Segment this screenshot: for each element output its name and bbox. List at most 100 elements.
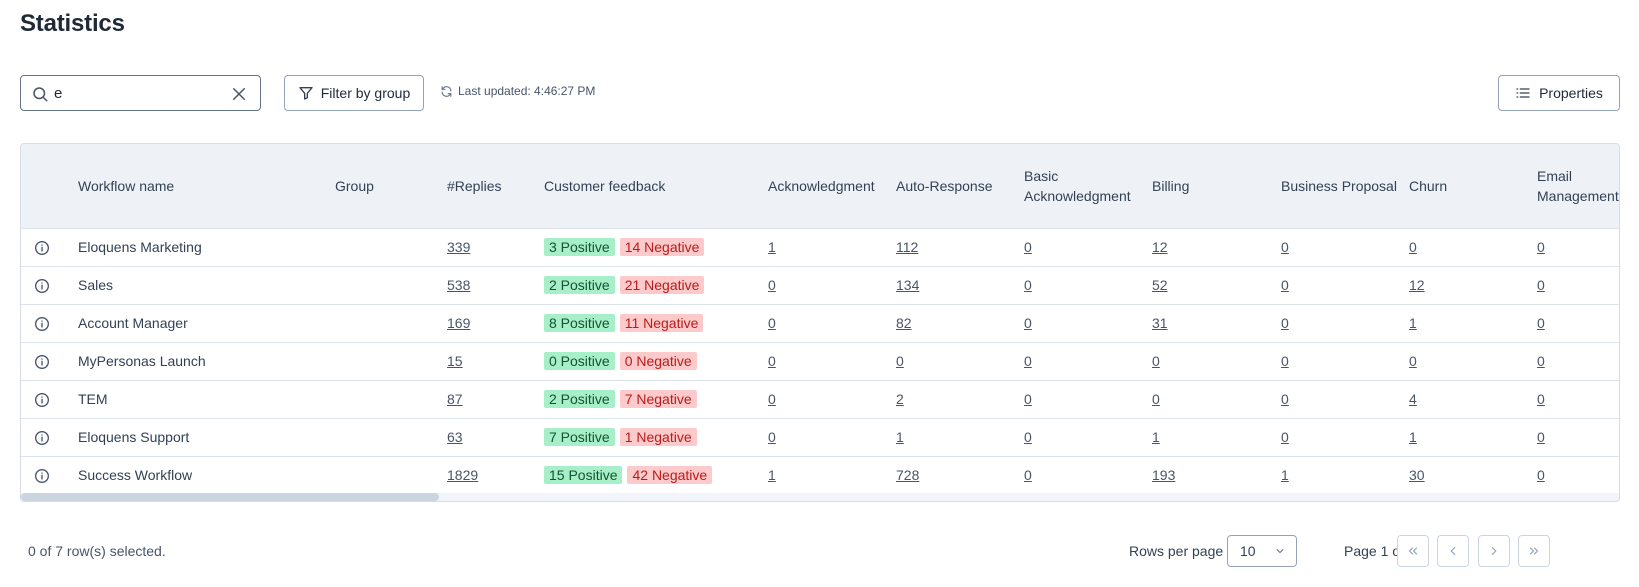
replies-link[interactable]: 538 [447,277,471,293]
business-proposal-link[interactable]: 1 [1281,467,1289,484]
header-acknowledgment[interactable]: Acknowledgment [768,177,875,194]
toolbar: Filter by group Last updated: 4:46:27 PM… [20,75,1620,111]
auto-response-link[interactable]: 0 [896,353,904,369]
email-management-link[interactable]: 0 [1537,277,1545,293]
info-icon[interactable] [34,354,50,370]
properties-button[interactable]: Properties [1498,75,1620,111]
acknowledgment-link[interactable]: 0 [768,391,776,407]
replies-link[interactable]: 339 [447,239,471,255]
replies-cell: 63 [447,418,544,456]
basic-acknowledgment-link[interactable]: 0 [1024,277,1032,293]
acknowledgment-link[interactable]: 1 [768,467,776,484]
basic-acknowledgment-link[interactable]: 0 [1024,429,1032,445]
business-proposal-cell: 0 [1281,342,1409,380]
info-icon[interactable] [34,430,50,446]
email-management-link[interactable]: 0 [1537,429,1545,445]
info-icon[interactable] [34,468,50,484]
positive-badge: 15 Positive [544,466,623,485]
business-proposal-link[interactable]: 0 [1281,353,1289,369]
auto-response-link[interactable]: 82 [896,315,912,331]
search-box[interactable] [20,75,261,111]
auto-response-link[interactable]: 112 [896,239,919,255]
acknowledgment-link[interactable]: 0 [768,315,776,331]
business-proposal-link[interactable]: 0 [1281,315,1289,331]
auto-response-link[interactable]: 1 [896,429,904,445]
churn-link[interactable]: 1 [1409,315,1417,331]
header-churn[interactable]: Churn [1409,177,1448,194]
basic-acknowledgment-link[interactable]: 0 [1024,239,1032,255]
replies-link[interactable]: 1829 [447,467,479,484]
basic-acknowledgment-link[interactable]: 0 [1024,353,1032,369]
rows-per-page-select[interactable]: 10 [1227,535,1297,567]
header-workflow-name[interactable]: Workflow name [78,177,175,194]
email-management-link[interactable]: 0 [1537,391,1545,407]
business-proposal-link[interactable]: 0 [1281,391,1289,407]
churn-link[interactable]: 1 [1409,429,1417,445]
billing-link[interactable]: 0 [1152,391,1160,407]
email-management-link[interactable]: 0 [1537,239,1545,255]
horizontal-scrollbar[interactable] [21,493,1619,501]
previous-page-button[interactable] [1437,535,1469,567]
header-auto-response[interactable]: Auto-Response [896,177,993,194]
billing-link[interactable]: 193 [1152,467,1176,484]
email-management-link[interactable]: 0 [1537,467,1545,484]
replies-link[interactable]: 169 [447,315,471,331]
header-business-proposal[interactable]: Business Proposal [1281,177,1397,194]
header-replies[interactable]: #Replies [447,177,502,194]
acknowledgment-link[interactable]: 0 [768,277,776,293]
header-email-management[interactable]: Email Management [1537,167,1619,204]
auto-response-link[interactable]: 728 [896,467,920,484]
business-proposal-link[interactable]: 0 [1281,429,1289,445]
basic-acknowledgment-link[interactable]: 0 [1024,315,1032,331]
billing-link[interactable]: 12 [1152,239,1168,255]
first-page-button[interactable] [1397,535,1429,567]
close-icon[interactable] [230,85,248,103]
info-icon[interactable] [34,392,50,408]
positive-badge: 8 Positive [544,314,615,332]
replies-link[interactable]: 87 [447,391,463,407]
billing-link[interactable]: 52 [1152,277,1168,293]
header-billing[interactable]: Billing [1152,177,1190,194]
acknowledgment-link[interactable]: 0 [768,429,776,445]
churn-link[interactable]: 30 [1409,467,1425,484]
next-page-button[interactable] [1478,535,1510,567]
billing-link[interactable]: 31 [1152,315,1168,331]
billing-link[interactable]: 0 [1152,353,1160,369]
last-page-button[interactable] [1518,535,1550,567]
basic-acknowledgment-link[interactable]: 0 [1024,391,1032,407]
acknowledgment-link[interactable]: 0 [768,353,776,369]
header-customer-feedback[interactable]: Customer feedback [544,177,666,194]
scrollbar-thumb[interactable] [21,493,439,501]
churn-link[interactable]: 0 [1409,239,1417,255]
replies-link[interactable]: 15 [447,353,463,369]
info-icon[interactable] [34,278,50,294]
filter-button-label: Filter by group [320,85,411,101]
billing-link[interactable]: 1 [1152,429,1160,445]
email-management-link[interactable]: 0 [1537,353,1545,369]
acknowledgment-cell: 0 [768,418,896,456]
auto-response-link[interactable]: 2 [896,391,904,407]
search-input[interactable] [54,82,224,104]
filter-by-group-button[interactable]: Filter by group [284,75,424,111]
info-icon[interactable] [34,316,50,332]
replies-cell: 169 [447,304,544,342]
header-basic-acknowledgment[interactable]: Basic Acknowledgment [1024,167,1131,204]
chevron-right-icon [1491,546,1497,556]
email-management-link[interactable]: 0 [1537,315,1545,331]
acknowledgment-link[interactable]: 1 [768,239,776,255]
header-group[interactable]: Group [335,177,374,194]
replies-link[interactable]: 63 [447,429,463,445]
churn-link[interactable]: 12 [1409,277,1425,293]
table-row: Success Workflow 1829 15 Positive 42 Negati… [21,456,1619,494]
churn-link[interactable]: 0 [1409,353,1417,369]
auto-response-link[interactable]: 134 [896,277,920,293]
info-icon[interactable] [34,240,50,256]
business-proposal-cell: 0 [1281,418,1409,456]
business-proposal-cell: 0 [1281,228,1409,266]
email-management-cell: 0 [1537,304,1619,342]
business-proposal-link[interactable]: 0 [1281,239,1289,255]
business-proposal-link[interactable]: 0 [1281,277,1289,293]
basic-acknowledgment-link[interactable]: 0 [1024,467,1032,484]
churn-link[interactable]: 4 [1409,391,1417,407]
refresh-icon[interactable] [440,85,453,98]
